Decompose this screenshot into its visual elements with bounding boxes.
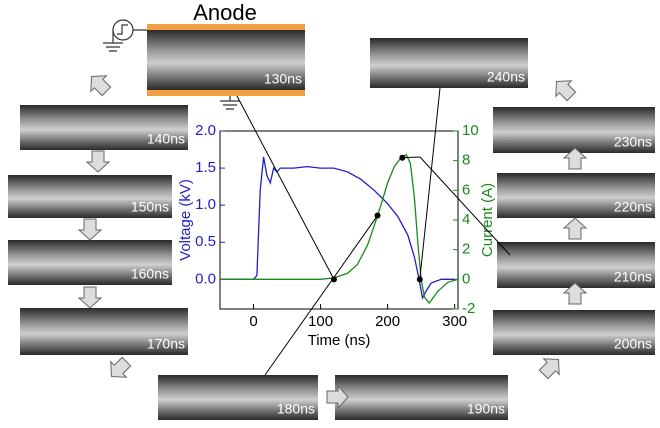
plasma-image [497,173,655,218]
time-marker [416,276,423,283]
connector [419,87,441,280]
plasma-image [20,105,188,150]
plasma-image [147,30,305,90]
y2-tick-label: 10 [462,122,479,139]
time-marker [330,276,337,283]
sequence-arrow [562,217,588,240]
plasma-image [20,308,188,355]
sequence-arrow [85,150,111,173]
connector [236,95,335,280]
plasma-image [158,375,318,420]
panel-time-label: 190ns [467,401,505,417]
plasma-image [370,38,528,88]
sequence-arrow [562,147,588,170]
y-axis-label: Voltage (kV) [177,179,194,261]
circuit-symbol [103,19,240,110]
panel-time-label: 210ns [614,269,652,285]
panel-time-label: 170ns [147,336,185,352]
x-tick-label: 200 [375,313,400,330]
panel-time-label: 180ns [277,401,315,417]
connector [402,156,511,256]
time-marker [374,212,381,219]
sequence-arrow [77,286,103,309]
y-tick-label: 1.5 [195,159,216,176]
plasma-image [8,175,172,218]
sequence-arrow [538,358,560,380]
y2-axis-label: Current (A) [479,183,496,257]
panel-time-label: 200ns [614,336,652,352]
y-tick-label: 2.0 [195,122,216,139]
panel-time-label: 160ns [131,266,169,282]
y2-tick-label: 4 [462,211,470,228]
plasma-image [493,107,655,153]
plasma-image [335,375,508,420]
sequence-arrow [562,282,588,305]
sequence-arrow [326,384,349,410]
panel-time-label: 220ns [614,199,652,215]
panel-time-label: 150ns [131,199,169,215]
series-line [220,153,459,305]
plasma-image [497,242,655,288]
panel-time-label: 130ns [264,71,302,87]
plasma-image [8,240,172,285]
y-tick-label: 0.0 [195,270,216,287]
panel-time-label: 230ns [614,134,652,150]
sequence-arrow [77,218,103,241]
y2-tick-label: 0 [462,270,470,287]
y-tick-label: 0.5 [195,233,216,250]
x-tick-label: 100 [308,313,333,330]
sequence-arrow [555,80,577,102]
y2-tick-label: 2 [462,241,470,258]
x-tick-label: 0 [249,313,257,330]
anode-label: Anode [193,0,257,25]
y-tick-label: 1.0 [195,196,216,213]
connector [264,215,378,376]
anode-stripe [147,24,305,30]
x-tick-label: 300 [442,313,467,330]
series-line [220,156,455,300]
time-marker [399,154,406,161]
panel-time-label: 240ns [487,69,525,85]
cathode-stripe [147,90,305,96]
panel-time-label: 140ns [147,131,185,147]
plasma-image [493,310,655,355]
y2-tick-label: 8 [462,152,470,169]
x-axis-label: Time (ns) [308,332,371,349]
y2-tick-label: -2 [462,300,475,317]
sequence-arrow [90,75,112,97]
y2-tick-label: 6 [462,181,470,198]
sequence-arrow [110,356,132,378]
